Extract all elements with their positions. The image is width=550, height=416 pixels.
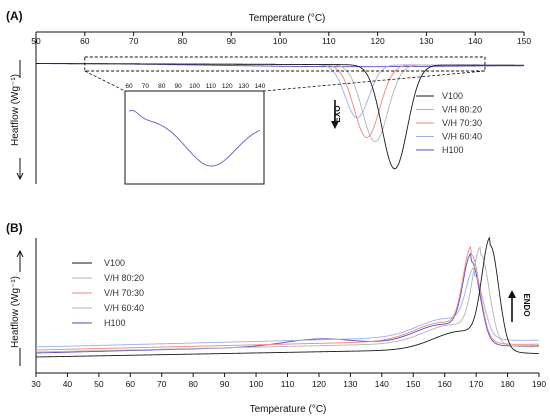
panel-b-y-arrowhead xyxy=(16,249,24,258)
panel-b-x-tick-label: 50 xyxy=(94,379,104,389)
panel-a-y-arrowhead xyxy=(16,172,24,181)
panel-a-inset-ticks: 60 70 80 90 100 110 120 130 140 xyxy=(125,83,265,90)
panel-a-inset-tick-label: 120 xyxy=(222,83,233,90)
panel-a-legend-label: V/H 60:40 xyxy=(442,132,482,142)
panel-a-zoom-connector-left xyxy=(84,70,126,92)
panel-b-endo-label: ENDO xyxy=(522,293,531,316)
panel-b: (B) 30 40 50 60 70 80 90 100 110 120 130 140 150 160 1… xyxy=(6,221,546,415)
panel-b-x-tick-label: 150 xyxy=(406,379,420,389)
panel-a-x-tick-label: 130 xyxy=(419,36,433,46)
panel-b-x-tick-label: 40 xyxy=(63,379,73,389)
panel-b-x-tick-label: 70 xyxy=(157,379,167,389)
panel-a-x-tick-label: 90 xyxy=(226,36,236,46)
panel-a-exo-label: EXO xyxy=(333,106,342,123)
panel-b-x-tick-label: 140 xyxy=(375,379,389,389)
panel-b-x-tick-label: 130 xyxy=(343,379,357,389)
panel-b-curve-v100 xyxy=(35,236,540,358)
panel-b-x-axis-title: Temperature (°C) xyxy=(250,404,327,415)
panel-a-inset-frame xyxy=(124,90,265,185)
panel-b-endo-arrowhead xyxy=(508,290,516,298)
panel-a-inset-tick-label: 130 xyxy=(238,83,249,90)
panel-b-x-tick-label: 180 xyxy=(500,379,514,389)
panel-a-inset-tick-label: 60 xyxy=(125,83,133,90)
panel-b-x-tick-label: 190 xyxy=(532,379,546,389)
panel-a-inset-tick-label: 140 xyxy=(255,83,266,90)
panel-b-x-tick-label: 100 xyxy=(249,379,263,389)
panel-b-x-tick-label: 170 xyxy=(469,379,483,389)
panel-b-legend-label: V/H 80:20 xyxy=(104,273,144,283)
panel-a-x-ticks: 50 60 70 80 90 100 110 120 130 140 150 xyxy=(31,32,531,46)
panel-b-curves xyxy=(35,236,540,358)
panel-a-curve-v100 xyxy=(36,63,524,170)
panel-a-inset-tick-label: 100 xyxy=(189,83,200,90)
panel-a-legend-label: V/H 70:30 xyxy=(442,118,482,128)
panel-b-curve-v-h-80-20 xyxy=(35,246,540,353)
panel-b-y-axis-title: Heatflow (Wg⁻¹) xyxy=(10,276,21,348)
panel-b-legend: V100 V/H 80:20 V/H 70:30 V/H 60:40 H100 xyxy=(72,258,144,328)
panel-b-x-tick-label: 30 xyxy=(31,379,41,389)
panel-b-legend-label: V/H 60:40 xyxy=(104,303,144,313)
panel-a-exo-arrowhead xyxy=(331,121,339,129)
panel-a-curve-v-h-80-20 xyxy=(36,63,524,143)
panel-a-x-tick-label: 140 xyxy=(468,36,482,46)
panel-b-legend-label: V100 xyxy=(104,258,125,268)
panel-b-x-tick-label: 60 xyxy=(126,379,136,389)
panel-a-x-tick-label: 150 xyxy=(517,36,531,46)
panel-a-x-tick-label: 60 xyxy=(80,36,90,46)
panel-b-legend-label: V/H 70:30 xyxy=(104,288,144,298)
panel-a-zoom-connector-right xyxy=(263,70,485,92)
panel-b-label: (B) xyxy=(6,221,23,235)
panel-a-y-axis-title: Heatflow (Wg⁻¹) xyxy=(10,74,21,146)
panel-b-x-tick-label: 80 xyxy=(188,379,198,389)
panel-a-inset-tick-label: 90 xyxy=(175,83,183,90)
panel-b-curve-v-h-60-40 xyxy=(35,267,540,348)
panel-a: (A) Temperature (°C) 50 60 70 80 90 100 110 120… xyxy=(6,9,531,185)
panel-a-inset-tick-label: 80 xyxy=(158,83,166,90)
panel-b-curve-v-h-70-30 xyxy=(35,245,540,351)
panel-a-inset-tick-label: 70 xyxy=(142,83,150,90)
panel-a-zoom-box xyxy=(84,56,486,72)
panel-b-legend-label: H100 xyxy=(104,318,126,328)
panel-a-x-tick-label: 70 xyxy=(129,36,139,46)
panel-b-curve-h100 xyxy=(35,252,540,354)
panel-a-curves xyxy=(35,63,525,170)
panel-a-label: (A) xyxy=(6,9,23,23)
panel-b-x-ticks: 30 40 50 60 70 80 90 100 110 120 130 140 150 160 170 18… xyxy=(31,373,546,389)
panel-b-x-tick-label: 90 xyxy=(220,379,230,389)
panel-a-x-tick-label: 110 xyxy=(322,36,336,46)
panel-a-legend-label: H100 xyxy=(442,145,464,155)
panel-a-inset-curve-h100 xyxy=(128,109,261,167)
panel-a-legend-label: V/H 80:20 xyxy=(442,105,482,115)
panel-b-x-tick-label: 110 xyxy=(281,379,295,389)
panel-b-x-tick-label: 120 xyxy=(312,379,326,389)
panel-a-legend-label: V100 xyxy=(442,91,463,101)
panel-b-x-tick-label: 160 xyxy=(438,379,452,389)
panel-a-x-tick-label: 80 xyxy=(178,36,188,46)
panel-a-x-axis-title: Temperature (°C) xyxy=(249,13,326,24)
panel-a-x-tick-label: 100 xyxy=(273,36,287,46)
panel-a-inset-tick-label: 110 xyxy=(206,83,217,90)
panel-a-x-tick-label: 120 xyxy=(371,36,385,46)
panel-a-legend: V100 V/H 80:20 V/H 70:30 V/H 60:40 H100 xyxy=(416,91,482,155)
